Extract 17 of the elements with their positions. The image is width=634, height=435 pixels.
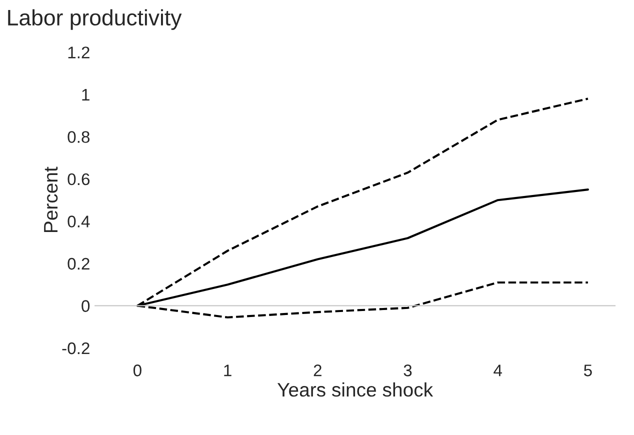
chart-title: Labor productivity [8, 9, 182, 30]
x-tick-label: 0 [133, 364, 142, 376]
y-tick-label: 0.4 [68, 216, 90, 228]
x-tick-label: 2 [314, 364, 322, 376]
x-tick-label: 1 [224, 364, 232, 376]
y-tick-label: 0 [82, 300, 90, 312]
y-tick-label: 1.2 [68, 46, 90, 58]
x-tick-label: 5 [584, 364, 592, 376]
y-tick-label: 0.8 [68, 131, 90, 143]
y-tick-label: 0.6 [68, 173, 90, 186]
x-tick-label: 3 [404, 364, 412, 376]
y-tick-label: 1 [82, 89, 90, 100]
x-tick-label: 4 [494, 364, 502, 376]
y-tick-label: -0.2 [62, 342, 90, 354]
y-tick-label: 0.2 [68, 258, 90, 270]
x-axis-title: Years since shock [277, 382, 434, 397]
y-axis-title: Percent [44, 166, 58, 232]
